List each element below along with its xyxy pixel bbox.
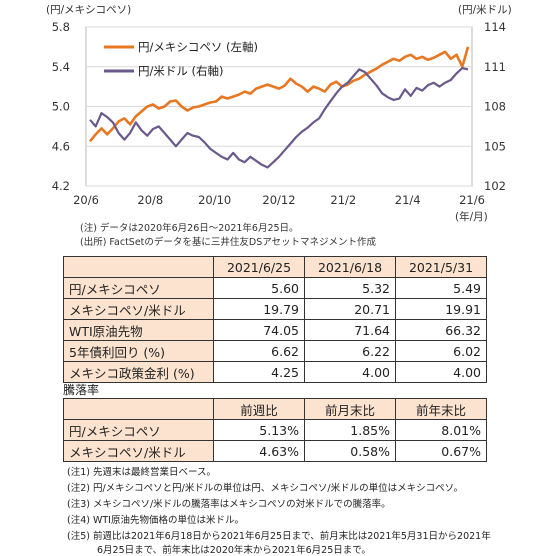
footnote-1: (注1) 先週末は最終営業日ベース。: [67, 467, 217, 478]
footnote-5: (注5) 前週比は2021年6月18日から2021年6月25日まで、前月末比は2…: [67, 531, 491, 542]
header-period-1: 前週比: [213, 398, 305, 420]
market-data-table: 2021/6/25 2021/6/18 2021/5/31 円/メキシコペソ 5.…: [63, 256, 487, 383]
x-tick-label: 20/12: [262, 193, 295, 207]
legend-label-2: 円/米ドル (右軸): [138, 64, 224, 78]
cell-value: 0.67%: [395, 440, 487, 462]
series-line-2: [89, 66, 469, 169]
table-row: WTI原油先物 74.05 71.64 66.32: [63, 319, 487, 341]
table-row: 円/メキシコペソ 5.13% 1.85% 8.01%: [63, 419, 487, 441]
y-right-tick-label: 102: [484, 179, 506, 193]
exchange-rate-chart: (円/メキシコペソ) (円/米ドル) (年/月) 4.2 4.6 5.0 5.4 5.8…: [46, 3, 512, 223]
cell-value: 4.00: [395, 361, 487, 383]
row-label: WTI原油先物: [63, 319, 214, 341]
chart-note: (注) データは2020年6月26日～2021年6月25日。: [80, 223, 299, 234]
gridlines: [86, 26, 472, 187]
y-left-tick-label: 5.0: [52, 100, 70, 114]
row-label: 円/メキシコペソ: [63, 277, 214, 299]
footnote-3: (注3) メキシコペソ/米ドルの騰落率はメキシコペソの対米ドルでの騰落率。: [67, 499, 391, 510]
cell-value: 0.58%: [304, 440, 396, 462]
footnote-4: (注4) WTI原油先物価格の単位は米ドル。: [67, 515, 244, 526]
x-tick-label: 21/4: [395, 193, 421, 207]
y-right-tick-label: 105: [484, 139, 506, 153]
cell-value: 4.63%: [213, 440, 305, 462]
footnote-5-continued: 6月25日まで、前年末比は2020年末から2021年6月25日まで。: [97, 545, 371, 556]
series-lines: [88, 46, 470, 169]
cell-value: 5.32: [304, 277, 396, 299]
x-tick-label: 21/2: [330, 193, 356, 207]
cell-value: 5.13%: [213, 419, 305, 441]
row-label: メキシコペソ/米ドル: [63, 440, 214, 462]
cell-value: 66.32: [395, 319, 487, 341]
header-blank: [63, 256, 214, 278]
table-row: 円/メキシコペソ 5.60 5.32 5.49: [63, 277, 487, 299]
legend: 円/メキシコペソ (左軸) 円/米ドル (右軸): [104, 40, 258, 78]
header-date-2: 2021/6/18: [304, 256, 396, 278]
y-left-tick-label: 5.4: [52, 60, 70, 74]
row-label: 円/メキシコペソ: [63, 419, 214, 441]
table-row: メキシコペソ/米ドル 4.63% 0.58% 0.67%: [63, 440, 487, 462]
cell-value: 6.22: [304, 340, 396, 362]
table-header-row: 2021/6/25 2021/6/18 2021/5/31: [63, 256, 487, 278]
cell-value: 71.64: [304, 319, 396, 341]
change-rate-table: 前週比 前月末比 前年末比 円/メキシコペソ 5.13% 1.85% 8.01% メキ…: [63, 398, 487, 462]
table-row: メキシコ政策金利 (%) 4.25 4.00 4.00: [63, 361, 487, 383]
y-right-tick-label: 108: [484, 100, 506, 114]
y-right-tick-label: 114: [484, 20, 506, 34]
header-blank: [63, 398, 214, 420]
cell-value: 20.71: [304, 298, 396, 320]
y-right-tick-label: 111: [484, 60, 506, 74]
cell-value: 19.91: [395, 298, 487, 320]
cell-value: 4.25: [213, 361, 305, 383]
table-row: メキシコペソ/米ドル 19.79 20.71 19.91: [63, 298, 487, 320]
header-period-3: 前年末比: [395, 398, 487, 420]
axis-ticks: 4.2 4.6 5.0 5.4 5.8 102 105 108 111 114 20/6 20/8 20…: [52, 20, 506, 207]
legend-label-1: 円/メキシコペソ (左軸): [138, 40, 258, 54]
left-axis-unit: (円/メキシコペソ): [46, 4, 131, 16]
cell-value: 5.60: [213, 277, 305, 299]
chart-source: (出所) FactSetのデータを基に三井住友DSアセットマネジメント作成: [80, 237, 377, 248]
cell-value: 6.02: [395, 340, 487, 362]
table-header-row: 前週比 前月末比 前年末比: [63, 398, 487, 420]
cell-value: 6.62: [213, 340, 305, 362]
row-label: メキシコ政策金利 (%): [63, 361, 214, 383]
row-label: 5年債利回り (%): [63, 340, 214, 362]
y-left-tick-label: 4.6: [52, 139, 70, 153]
y-left-tick-label: 5.8: [52, 20, 70, 34]
cell-value: 1.85%: [304, 419, 396, 441]
cell-value: 19.79: [213, 298, 305, 320]
header-date-1: 2021/6/25: [213, 256, 305, 278]
row-label: メキシコペソ/米ドル: [63, 298, 214, 320]
x-tick-label: 20/10: [198, 193, 231, 207]
series-line-1: [88, 46, 470, 143]
table-row: 5年債利回り (%) 6.62 6.22 6.02: [63, 340, 487, 362]
x-tick-label: 21/6: [459, 193, 485, 207]
change-rate-title: 騰落率: [63, 383, 100, 397]
x-axis-unit: (年/月): [455, 210, 488, 223]
x-tick-label: 20/8: [137, 193, 163, 207]
cell-value: 74.05: [213, 319, 305, 341]
header-period-2: 前月末比: [304, 398, 396, 420]
cell-value: 5.49: [395, 277, 487, 299]
footnote-2: (注2) 円/メキシコペソと円/米ドルの単位は円、メキシコペソ/米ドルの単位はメ…: [67, 483, 464, 494]
x-tick-label: 20/6: [73, 193, 99, 207]
y-left-tick-label: 4.2: [52, 179, 70, 193]
right-axis-unit: (円/米ドル): [458, 3, 512, 16]
cell-value: 4.00: [304, 361, 396, 383]
header-date-3: 2021/5/31: [395, 256, 487, 278]
cell-value: 8.01%: [395, 419, 487, 441]
